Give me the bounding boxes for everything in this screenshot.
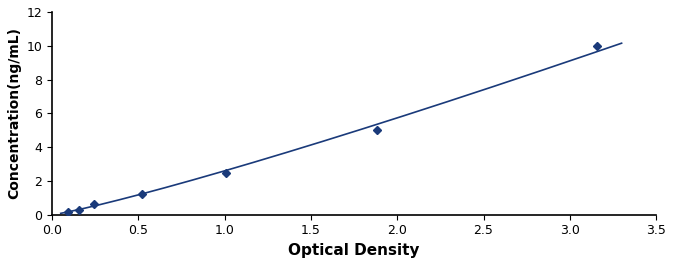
Y-axis label: Concentration(ng/mL): Concentration(ng/mL) [7, 27, 21, 199]
X-axis label: Optical Density: Optical Density [288, 243, 420, 258]
